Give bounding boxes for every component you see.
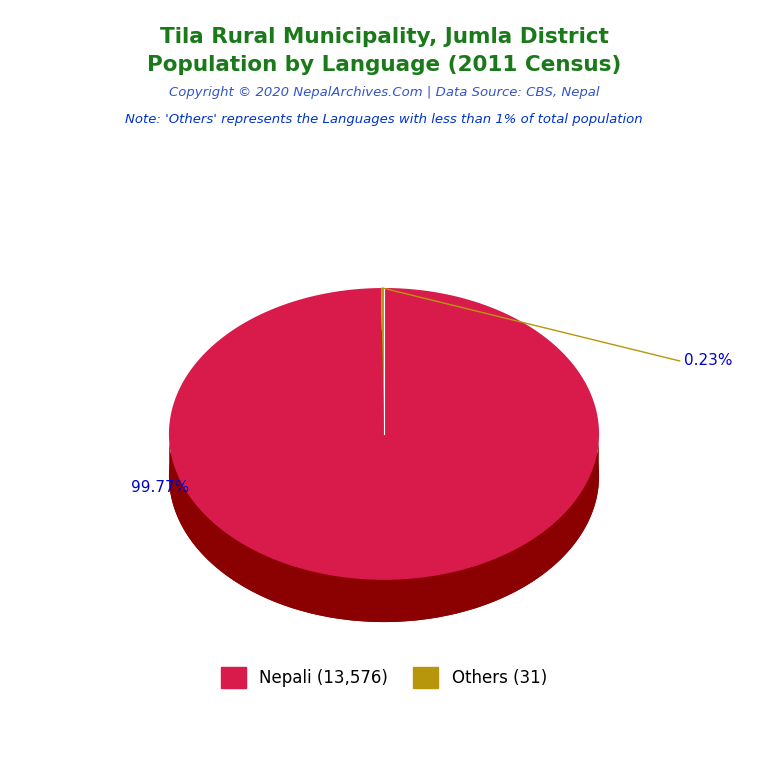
Polygon shape xyxy=(169,427,599,622)
Text: 99.77%: 99.77% xyxy=(131,480,189,495)
Text: Population by Language (2011 Census): Population by Language (2011 Census) xyxy=(147,55,621,75)
Legend: Nepali (13,576), Others (31): Nepali (13,576), Others (31) xyxy=(214,660,554,694)
Text: Copyright © 2020 NepalArchives.Com | Data Source: CBS, Nepal: Copyright © 2020 NepalArchives.Com | Dat… xyxy=(169,86,599,99)
Ellipse shape xyxy=(169,330,599,622)
Polygon shape xyxy=(169,288,599,580)
Text: Note: 'Others' represents the Languages with less than 1% of total population: Note: 'Others' represents the Languages … xyxy=(125,113,643,126)
Polygon shape xyxy=(381,288,384,434)
Text: 0.23%: 0.23% xyxy=(684,353,732,369)
Text: Tila Rural Municipality, Jumla District: Tila Rural Municipality, Jumla District xyxy=(160,27,608,47)
